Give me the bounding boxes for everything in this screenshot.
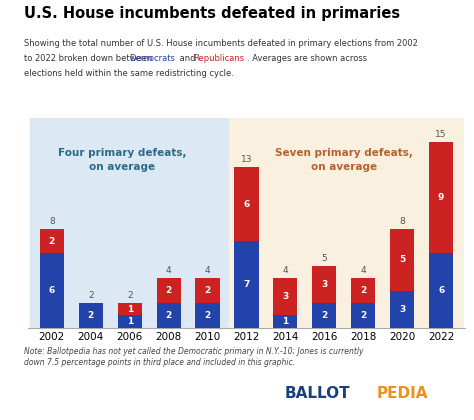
Bar [30, 118, 229, 328]
Text: 6: 6 [49, 286, 55, 295]
Text: 15: 15 [436, 130, 447, 139]
Bar [118, 303, 142, 315]
Text: 2: 2 [165, 311, 172, 320]
Text: elections held within the same redistricting cycle.: elections held within the same redistric… [24, 69, 234, 78]
Text: Republicans: Republicans [193, 54, 244, 63]
Text: 3: 3 [321, 280, 328, 289]
Bar [312, 266, 337, 303]
Text: 6: 6 [243, 200, 250, 209]
Text: 5: 5 [321, 254, 327, 263]
Text: 1: 1 [283, 317, 289, 326]
Text: Four primary defeats,
on average: Four primary defeats, on average [58, 149, 186, 173]
Text: to 2022 broken down between: to 2022 broken down between [24, 54, 155, 63]
Text: 9: 9 [438, 193, 444, 202]
Bar [273, 278, 298, 315]
Bar [195, 278, 219, 303]
Text: 1: 1 [127, 317, 133, 326]
Text: 6: 6 [438, 286, 444, 295]
Text: 8: 8 [400, 217, 405, 226]
Text: Democrats: Democrats [129, 54, 175, 63]
Text: 1: 1 [127, 304, 133, 314]
Text: 5: 5 [399, 255, 405, 264]
Text: 2: 2 [204, 286, 210, 295]
Text: 4: 4 [283, 266, 288, 275]
Text: 2: 2 [321, 311, 328, 320]
Text: 2: 2 [204, 311, 210, 320]
Text: 2: 2 [49, 236, 55, 246]
Text: . Averages are shown across: . Averages are shown across [247, 54, 367, 63]
Text: 2: 2 [165, 286, 172, 295]
Bar [312, 303, 337, 328]
Text: and: and [177, 54, 198, 63]
Text: 13: 13 [241, 155, 252, 164]
Text: 2: 2 [360, 311, 366, 320]
Bar [156, 303, 181, 328]
Text: 2: 2 [88, 291, 93, 300]
Text: 3: 3 [283, 292, 289, 301]
Bar [429, 142, 453, 254]
Text: 3: 3 [399, 304, 405, 314]
Bar [118, 315, 142, 328]
Bar [235, 241, 258, 328]
Text: Showing the total number of U.S. House incumbents defeated in primary elections : Showing the total number of U.S. House i… [24, 39, 418, 47]
Bar [235, 167, 258, 241]
Bar [195, 303, 219, 328]
Bar [40, 229, 64, 254]
Text: BALLOT: BALLOT [284, 386, 350, 401]
Text: 4: 4 [205, 266, 210, 275]
Bar [273, 315, 298, 328]
Text: 7: 7 [243, 280, 250, 289]
Text: 4: 4 [360, 266, 366, 275]
Text: down 7.5 percentage points in third place and included in this graphic.: down 7.5 percentage points in third plac… [24, 358, 295, 367]
Text: Note: Ballotpedia has not yet called the Democratic primary in N.Y.-10; Jones is: Note: Ballotpedia has not yet called the… [24, 346, 363, 355]
Bar [390, 291, 414, 328]
Text: PEDIA: PEDIA [377, 386, 428, 401]
Bar [40, 254, 64, 328]
Text: 2: 2 [88, 311, 94, 320]
Bar [390, 229, 414, 291]
Bar [351, 303, 375, 328]
Bar [229, 118, 463, 328]
Text: 2: 2 [127, 291, 133, 300]
Bar [156, 278, 181, 303]
Bar [429, 254, 453, 328]
Bar [79, 303, 103, 328]
Text: 2: 2 [360, 286, 366, 295]
Text: U.S. House incumbents defeated in primaries: U.S. House incumbents defeated in primar… [24, 6, 400, 21]
Text: 4: 4 [166, 266, 172, 275]
Text: 8: 8 [49, 217, 55, 226]
Bar [351, 278, 375, 303]
Text: Seven primary defeats,
on average: Seven primary defeats, on average [275, 149, 413, 173]
